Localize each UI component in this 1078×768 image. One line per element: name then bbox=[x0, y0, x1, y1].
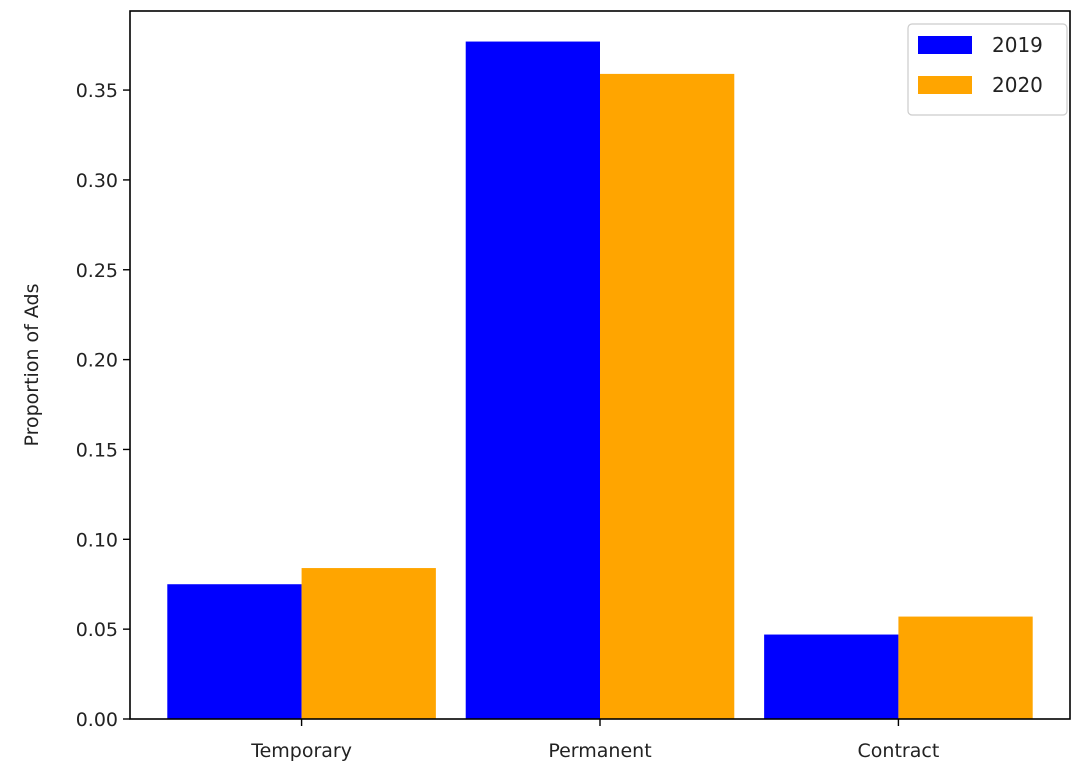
y-tick-label: 0.35 bbox=[76, 80, 118, 102]
y-tick-label: 0.20 bbox=[76, 350, 118, 372]
legend: 2019 2020 bbox=[907, 23, 1068, 116]
bar-temporary-2020 bbox=[301, 568, 436, 719]
legend-swatch-2019 bbox=[918, 36, 972, 54]
x-tick-label: Permanent bbox=[548, 740, 651, 762]
x-axis: Temporary Permanent Contract bbox=[250, 719, 939, 762]
bar-temporary-2019 bbox=[167, 584, 302, 719]
y-tick-label: 0.10 bbox=[76, 529, 118, 551]
y-tick-label: 0.05 bbox=[76, 619, 118, 641]
bar-contract-2020 bbox=[898, 616, 1033, 719]
legend-label-2019: 2019 bbox=[992, 33, 1043, 57]
y-axis: 0.00 0.05 0.10 0.15 0.20 0.25 0.30 0.35 bbox=[76, 80, 130, 731]
x-tick-label: Contract bbox=[858, 740, 940, 762]
y-tick-label: 0.15 bbox=[76, 439, 118, 461]
y-axis-label: Proportion of Ads bbox=[21, 283, 43, 446]
y-tick-label: 0.30 bbox=[76, 170, 118, 192]
y-tick-label: 0.00 bbox=[76, 709, 118, 731]
bar-permanent-2020 bbox=[600, 73, 735, 719]
bars-layer bbox=[167, 41, 1033, 720]
y-tick-label: 0.25 bbox=[76, 260, 118, 282]
legend-label-2020: 2020 bbox=[992, 73, 1043, 97]
bar-contract-2019 bbox=[764, 634, 899, 719]
x-tick-label: Temporary bbox=[250, 740, 352, 762]
legend-swatch-2020 bbox=[918, 76, 972, 94]
bar-permanent-2019 bbox=[465, 41, 600, 720]
